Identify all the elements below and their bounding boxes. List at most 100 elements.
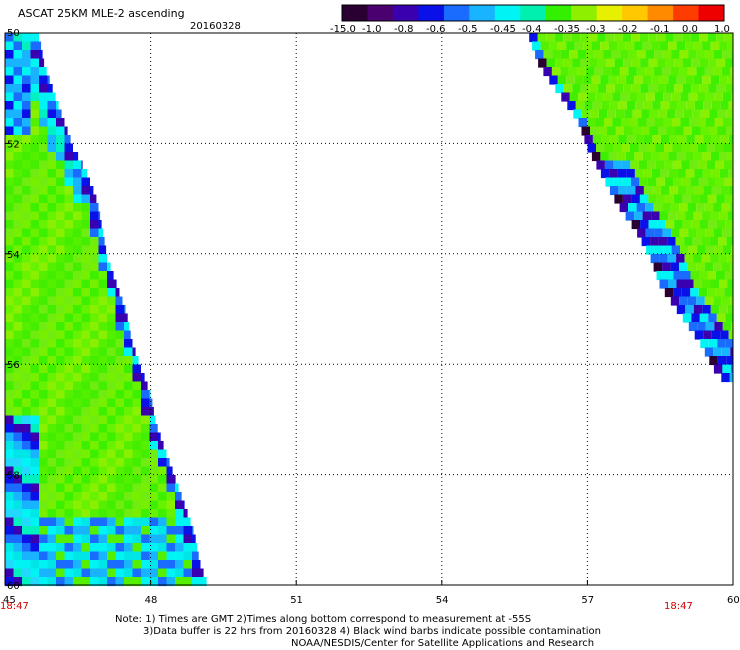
heatmap-cell bbox=[699, 33, 708, 43]
heatmap-cell bbox=[183, 568, 192, 578]
heatmap-cell bbox=[81, 526, 90, 536]
heatmap-cell bbox=[30, 92, 39, 102]
heatmap-cell bbox=[711, 186, 721, 196]
heatmap-cell bbox=[141, 577, 150, 587]
heatmap-cell bbox=[81, 577, 90, 587]
heatmap-cell bbox=[629, 92, 638, 102]
heatmap-cell bbox=[81, 364, 90, 374]
heatmap-cell bbox=[39, 92, 48, 102]
heatmap-cell bbox=[652, 101, 661, 111]
heatmap-cell bbox=[47, 160, 56, 170]
heatmap-cell bbox=[708, 220, 717, 230]
heatmap-cell bbox=[730, 364, 733, 374]
heatmap-cell bbox=[183, 534, 192, 544]
heatmap-cell bbox=[149, 407, 154, 417]
heatmap-cell bbox=[22, 194, 31, 204]
heatmap-cell bbox=[581, 109, 591, 119]
heatmap-cell bbox=[47, 313, 56, 323]
heatmap-cell bbox=[73, 279, 82, 289]
heatmap-cell bbox=[685, 279, 694, 289]
heatmap-cell bbox=[628, 50, 638, 60]
heatmap-cell bbox=[56, 526, 65, 536]
heatmap-cell bbox=[707, 33, 717, 43]
heatmap-cell bbox=[39, 160, 48, 170]
heatmap-cell bbox=[5, 373, 14, 383]
heatmap-cell bbox=[81, 466, 90, 476]
heatmap-cell bbox=[124, 551, 133, 561]
heatmap-cell bbox=[30, 67, 39, 77]
heatmap-cell bbox=[708, 84, 717, 94]
heatmap-cell bbox=[716, 58, 726, 68]
heatmap-cell bbox=[621, 160, 631, 170]
heatmap-cell bbox=[200, 568, 204, 578]
heatmap-cell bbox=[30, 296, 39, 306]
heatmap-cell bbox=[98, 381, 107, 391]
heatmap-cell bbox=[728, 169, 733, 179]
heatmap-cell bbox=[710, 152, 720, 162]
heatmap-cell bbox=[64, 339, 73, 349]
heatmap-cell bbox=[64, 126, 68, 136]
heatmap-cell bbox=[689, 143, 698, 153]
heatmap-cell bbox=[13, 186, 22, 196]
heatmap-cell bbox=[22, 169, 31, 179]
heatmap-cell bbox=[632, 126, 641, 136]
heatmap-cell bbox=[651, 41, 660, 51]
heatmap-cell bbox=[22, 84, 31, 94]
heatmap-cell bbox=[5, 228, 14, 238]
heatmap-cell bbox=[624, 126, 633, 136]
heatmap-cell bbox=[731, 322, 733, 332]
heatmap-cell bbox=[653, 67, 663, 77]
heatmap-cell bbox=[13, 551, 22, 561]
heatmap-cell bbox=[56, 254, 65, 264]
heatmap-cell bbox=[702, 211, 711, 221]
heatmap-cell bbox=[30, 194, 39, 204]
heatmap-cell bbox=[81, 509, 90, 519]
heatmap-cell bbox=[47, 194, 56, 204]
heatmap-cell bbox=[630, 177, 640, 187]
heatmap-cell bbox=[158, 441, 164, 451]
heatmap-cell bbox=[98, 560, 107, 570]
heatmap-cell bbox=[592, 135, 602, 145]
heatmap-cell bbox=[47, 441, 56, 451]
heatmap-cell bbox=[98, 577, 107, 587]
heatmap-cell bbox=[73, 330, 82, 340]
heatmap-cell bbox=[645, 203, 654, 213]
heatmap-cell bbox=[22, 475, 31, 485]
heatmap-cell bbox=[554, 33, 564, 43]
heatmap-cell bbox=[64, 551, 73, 561]
heatmap-cell bbox=[22, 330, 31, 340]
heatmap-cell bbox=[22, 415, 31, 425]
heatmap-cell bbox=[5, 109, 14, 119]
heatmap-cell bbox=[47, 330, 56, 340]
heatmap-cell bbox=[13, 237, 22, 247]
heatmap-cell bbox=[5, 305, 14, 315]
heatmap-cell bbox=[631, 58, 641, 68]
heatmap-cell bbox=[90, 262, 99, 272]
heatmap-cell bbox=[600, 169, 610, 179]
heatmap-cell bbox=[30, 50, 39, 60]
heatmap-cell bbox=[90, 441, 99, 451]
heatmap-cell bbox=[668, 75, 677, 85]
heatmap-cell bbox=[716, 313, 726, 323]
heatmap-cell bbox=[673, 271, 682, 281]
heatmap-cell bbox=[692, 237, 702, 247]
heatmap-cell bbox=[22, 109, 31, 119]
heatmap-cell bbox=[107, 551, 116, 561]
heatmap-cell bbox=[679, 228, 689, 238]
heatmap-cell bbox=[30, 509, 39, 519]
heatmap-cell bbox=[613, 160, 622, 170]
heatmap-cell bbox=[719, 41, 728, 51]
heatmap-cell bbox=[30, 220, 39, 230]
heatmap-cell bbox=[13, 143, 22, 153]
heatmap-cell bbox=[532, 41, 541, 51]
heatmap-cell bbox=[13, 279, 22, 289]
heatmap-cell bbox=[124, 322, 130, 332]
heatmap-cell bbox=[680, 92, 689, 102]
heatmap-cell bbox=[39, 534, 48, 544]
heatmap-cell bbox=[64, 458, 73, 468]
heatmap-cell bbox=[175, 517, 184, 527]
heatmap-cell bbox=[684, 237, 693, 247]
heatmap-cell bbox=[561, 92, 570, 102]
heatmap-cell bbox=[651, 211, 660, 221]
